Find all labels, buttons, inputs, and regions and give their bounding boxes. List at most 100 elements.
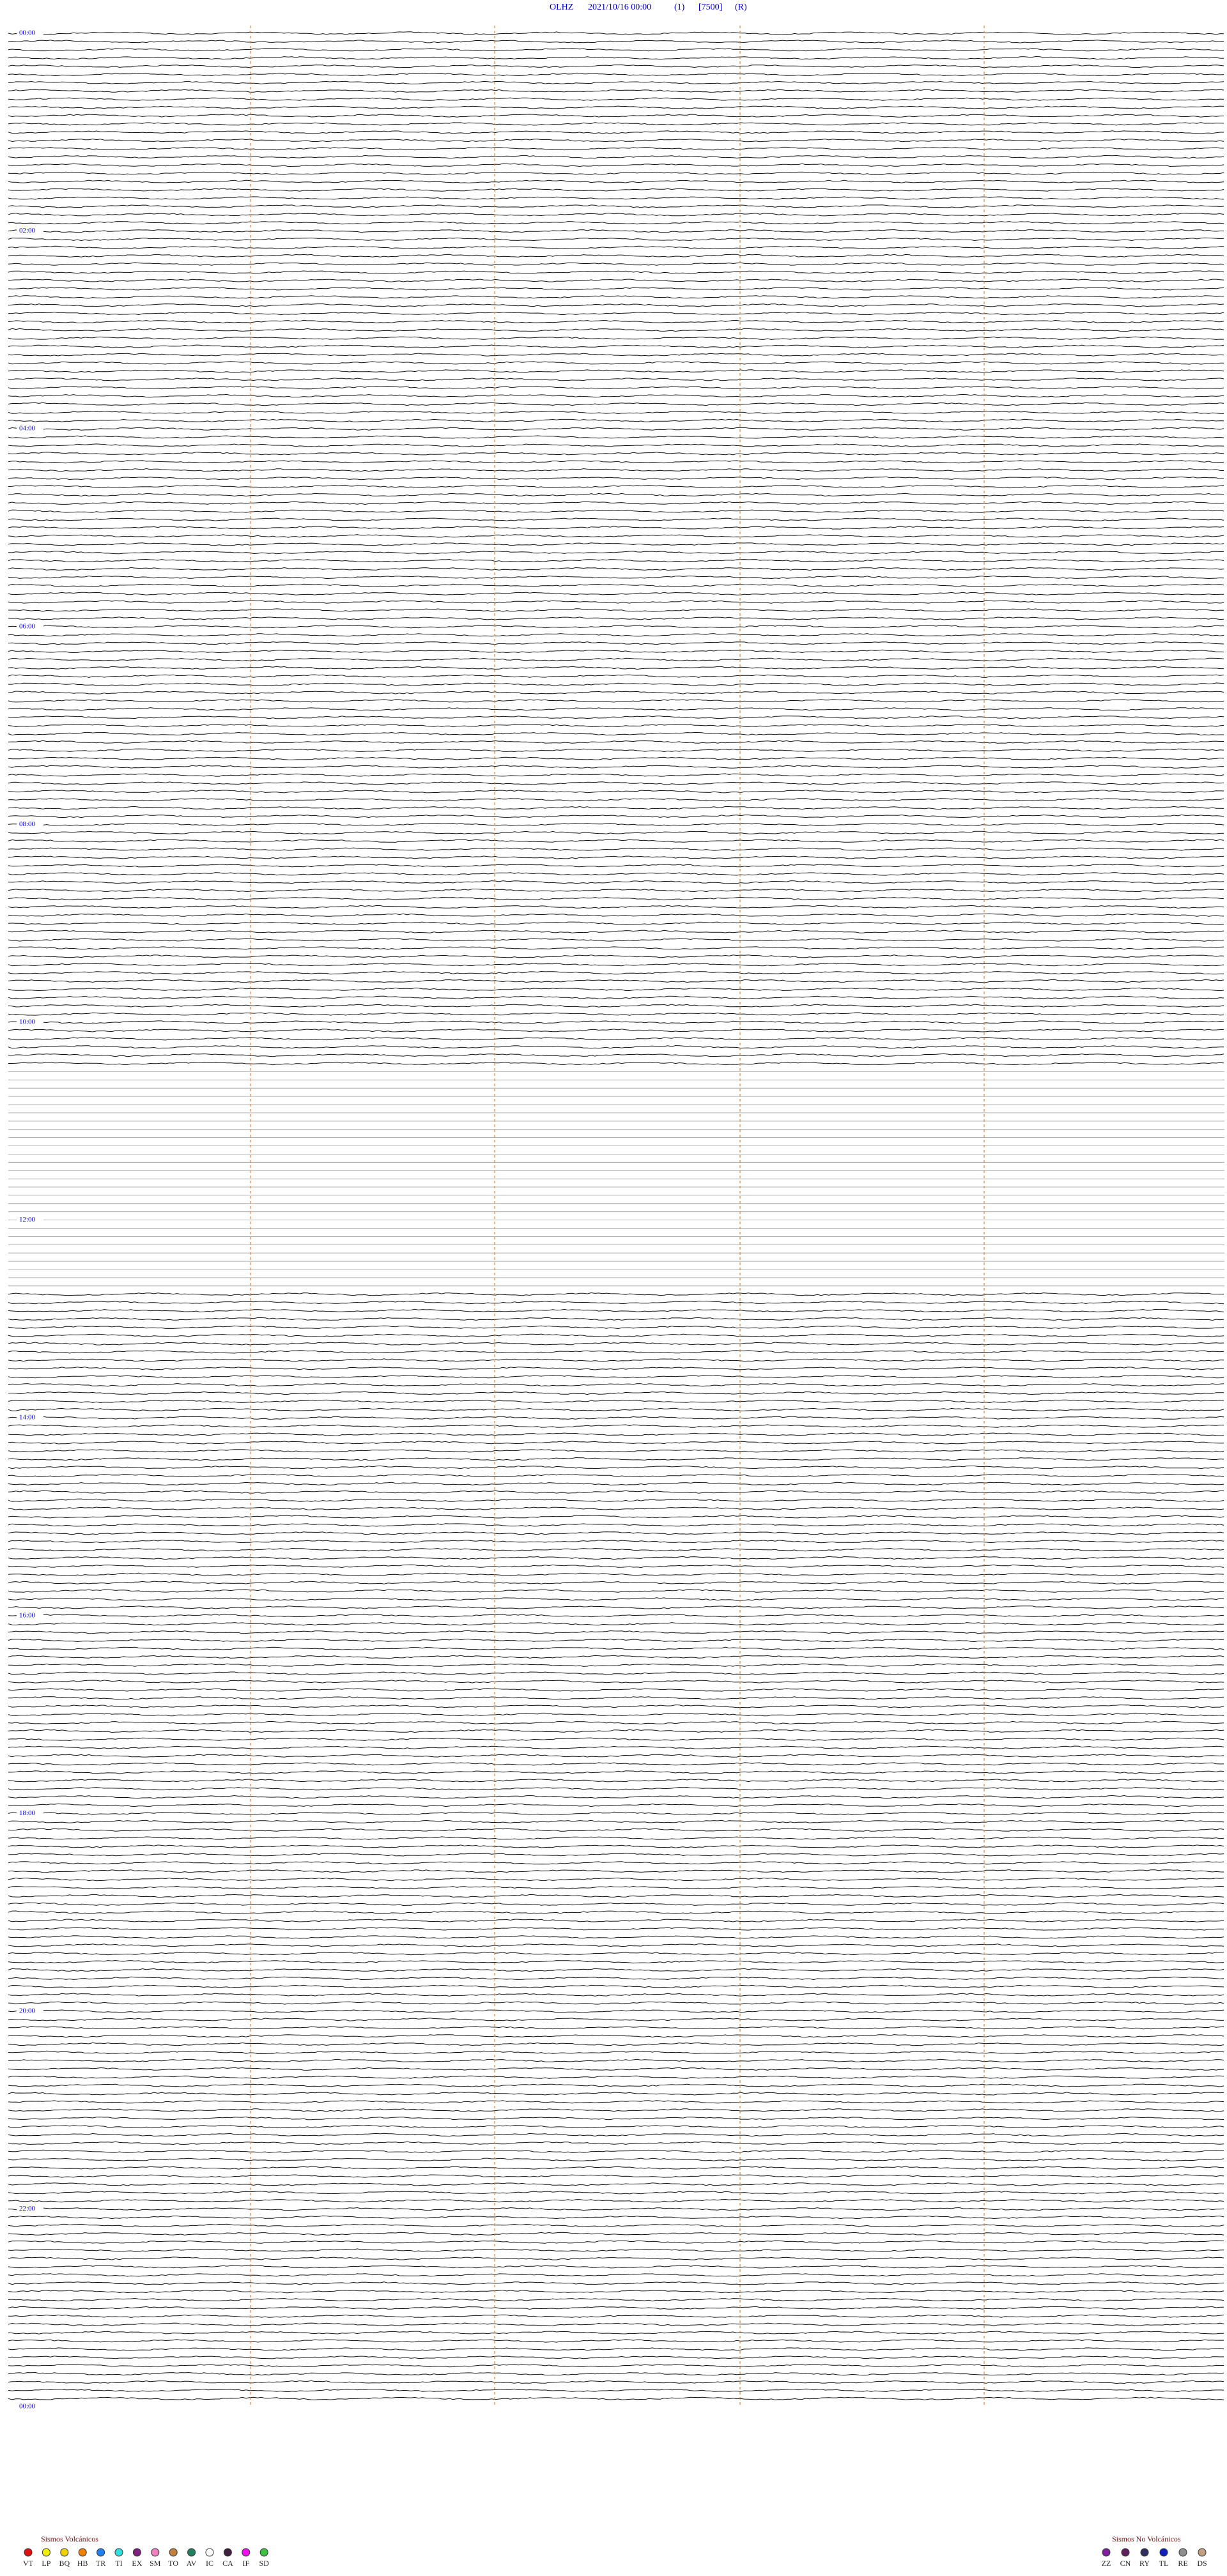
legend-dot (151, 2548, 160, 2557)
trace (8, 122, 1224, 126)
trace (8, 1572, 1224, 1577)
legend-dot (78, 2548, 87, 2557)
legend-code: LP (42, 2559, 50, 2568)
hour-label: 02:00 (19, 227, 36, 234)
trace (8, 237, 1224, 241)
trace (8, 2240, 1224, 2244)
trace (8, 1779, 1224, 1782)
trace (8, 130, 1224, 134)
trace (8, 2034, 1224, 2038)
trace (8, 970, 1224, 975)
hour-label-bg (17, 1413, 43, 1423)
trace (8, 1951, 1224, 1956)
trace (8, 2314, 1224, 2318)
legend-code: SD (259, 2559, 270, 2568)
legend-dot (169, 2548, 178, 2557)
trace (8, 1292, 1224, 1296)
legend-code: IF (242, 2559, 249, 2568)
legend-code: CA (222, 2559, 233, 2568)
trace (8, 2191, 1224, 2195)
trace (8, 1523, 1224, 1527)
trace (8, 1053, 1224, 1057)
trace (8, 213, 1224, 217)
trace (8, 1441, 1224, 1445)
trace (8, 394, 1224, 398)
trace (8, 1424, 1224, 1428)
trace (8, 889, 1224, 893)
trace (8, 2026, 1224, 2030)
trace (8, 1630, 1224, 1634)
trace (8, 748, 1224, 753)
trace (8, 476, 1224, 480)
trace (8, 1449, 1224, 1453)
trace (8, 1820, 1224, 1824)
trace (8, 2050, 1224, 2055)
trace (8, 1589, 1224, 1593)
legend-title: Sismos Volcánicos (41, 2534, 98, 2543)
trace (8, 707, 1224, 711)
trace (8, 682, 1224, 686)
traces (8, 26, 1224, 2407)
trace (8, 2339, 1224, 2343)
trace (8, 1061, 1224, 1066)
trace (8, 1465, 1224, 1469)
trace (8, 930, 1224, 933)
trace (8, 89, 1224, 93)
trace (8, 1482, 1224, 1486)
trace (8, 1531, 1224, 1535)
trace (8, 1399, 1224, 1404)
trace (8, 1959, 1224, 1964)
trace (8, 2001, 1224, 2005)
trace (8, 699, 1224, 703)
trace (8, 336, 1224, 340)
trace (8, 2182, 1224, 2186)
legend-dot (223, 2548, 232, 2557)
trace (8, 1729, 1224, 1733)
trace (8, 2067, 1224, 2071)
legend-dot (1140, 2548, 1149, 2557)
trace (8, 526, 1224, 530)
trace (8, 64, 1224, 68)
trace (8, 2116, 1224, 2120)
trace (8, 1473, 1224, 1478)
trace (8, 2331, 1224, 2334)
trace (8, 567, 1224, 571)
legend-dot (1198, 2548, 1207, 2557)
trace (8, 1877, 1224, 1882)
trace (8, 163, 1224, 167)
legend-code: RY (1139, 2559, 1150, 2568)
trace (8, 1919, 1224, 1922)
trace (8, 1836, 1224, 1840)
trace (8, 600, 1224, 604)
trace (8, 460, 1224, 464)
trace (8, 1894, 1224, 1898)
legend-dot (60, 2548, 69, 2557)
legend-code: CN (1120, 2559, 1131, 2568)
trace (8, 1333, 1224, 1337)
trace (8, 608, 1224, 612)
trace (8, 1927, 1224, 1931)
trace (8, 905, 1224, 909)
trace (8, 56, 1224, 60)
hour-label: 00:00 (19, 29, 36, 37)
legend: Sismos Volcánicos VT LP BQ HB TR TI EX SM TO AV IC C… (23, 2534, 1207, 2568)
trace (8, 72, 1224, 77)
legend-code: IC (206, 2559, 213, 2568)
trace (8, 80, 1224, 85)
hour-label-bg (17, 1215, 43, 1225)
hour-labels: 00:00 02:00 04:00 06:00 08:00 10:00 12:00 14:00… (17, 29, 43, 2412)
trace (8, 542, 1224, 546)
legend-code: AV (187, 2559, 197, 2568)
hour-label: 22:00 (19, 2205, 36, 2212)
legend-code: TL (1159, 2559, 1169, 2568)
legend-dot (42, 2548, 50, 2557)
trace (8, 1383, 1224, 1387)
trace (8, 155, 1224, 159)
hour-label: 18:00 (19, 1809, 36, 1817)
trace (8, 2347, 1224, 2351)
trace (8, 1984, 1224, 1988)
trace (8, 1671, 1224, 1675)
trace (8, 1490, 1224, 1494)
trace (8, 1663, 1224, 1667)
trace (8, 48, 1224, 52)
